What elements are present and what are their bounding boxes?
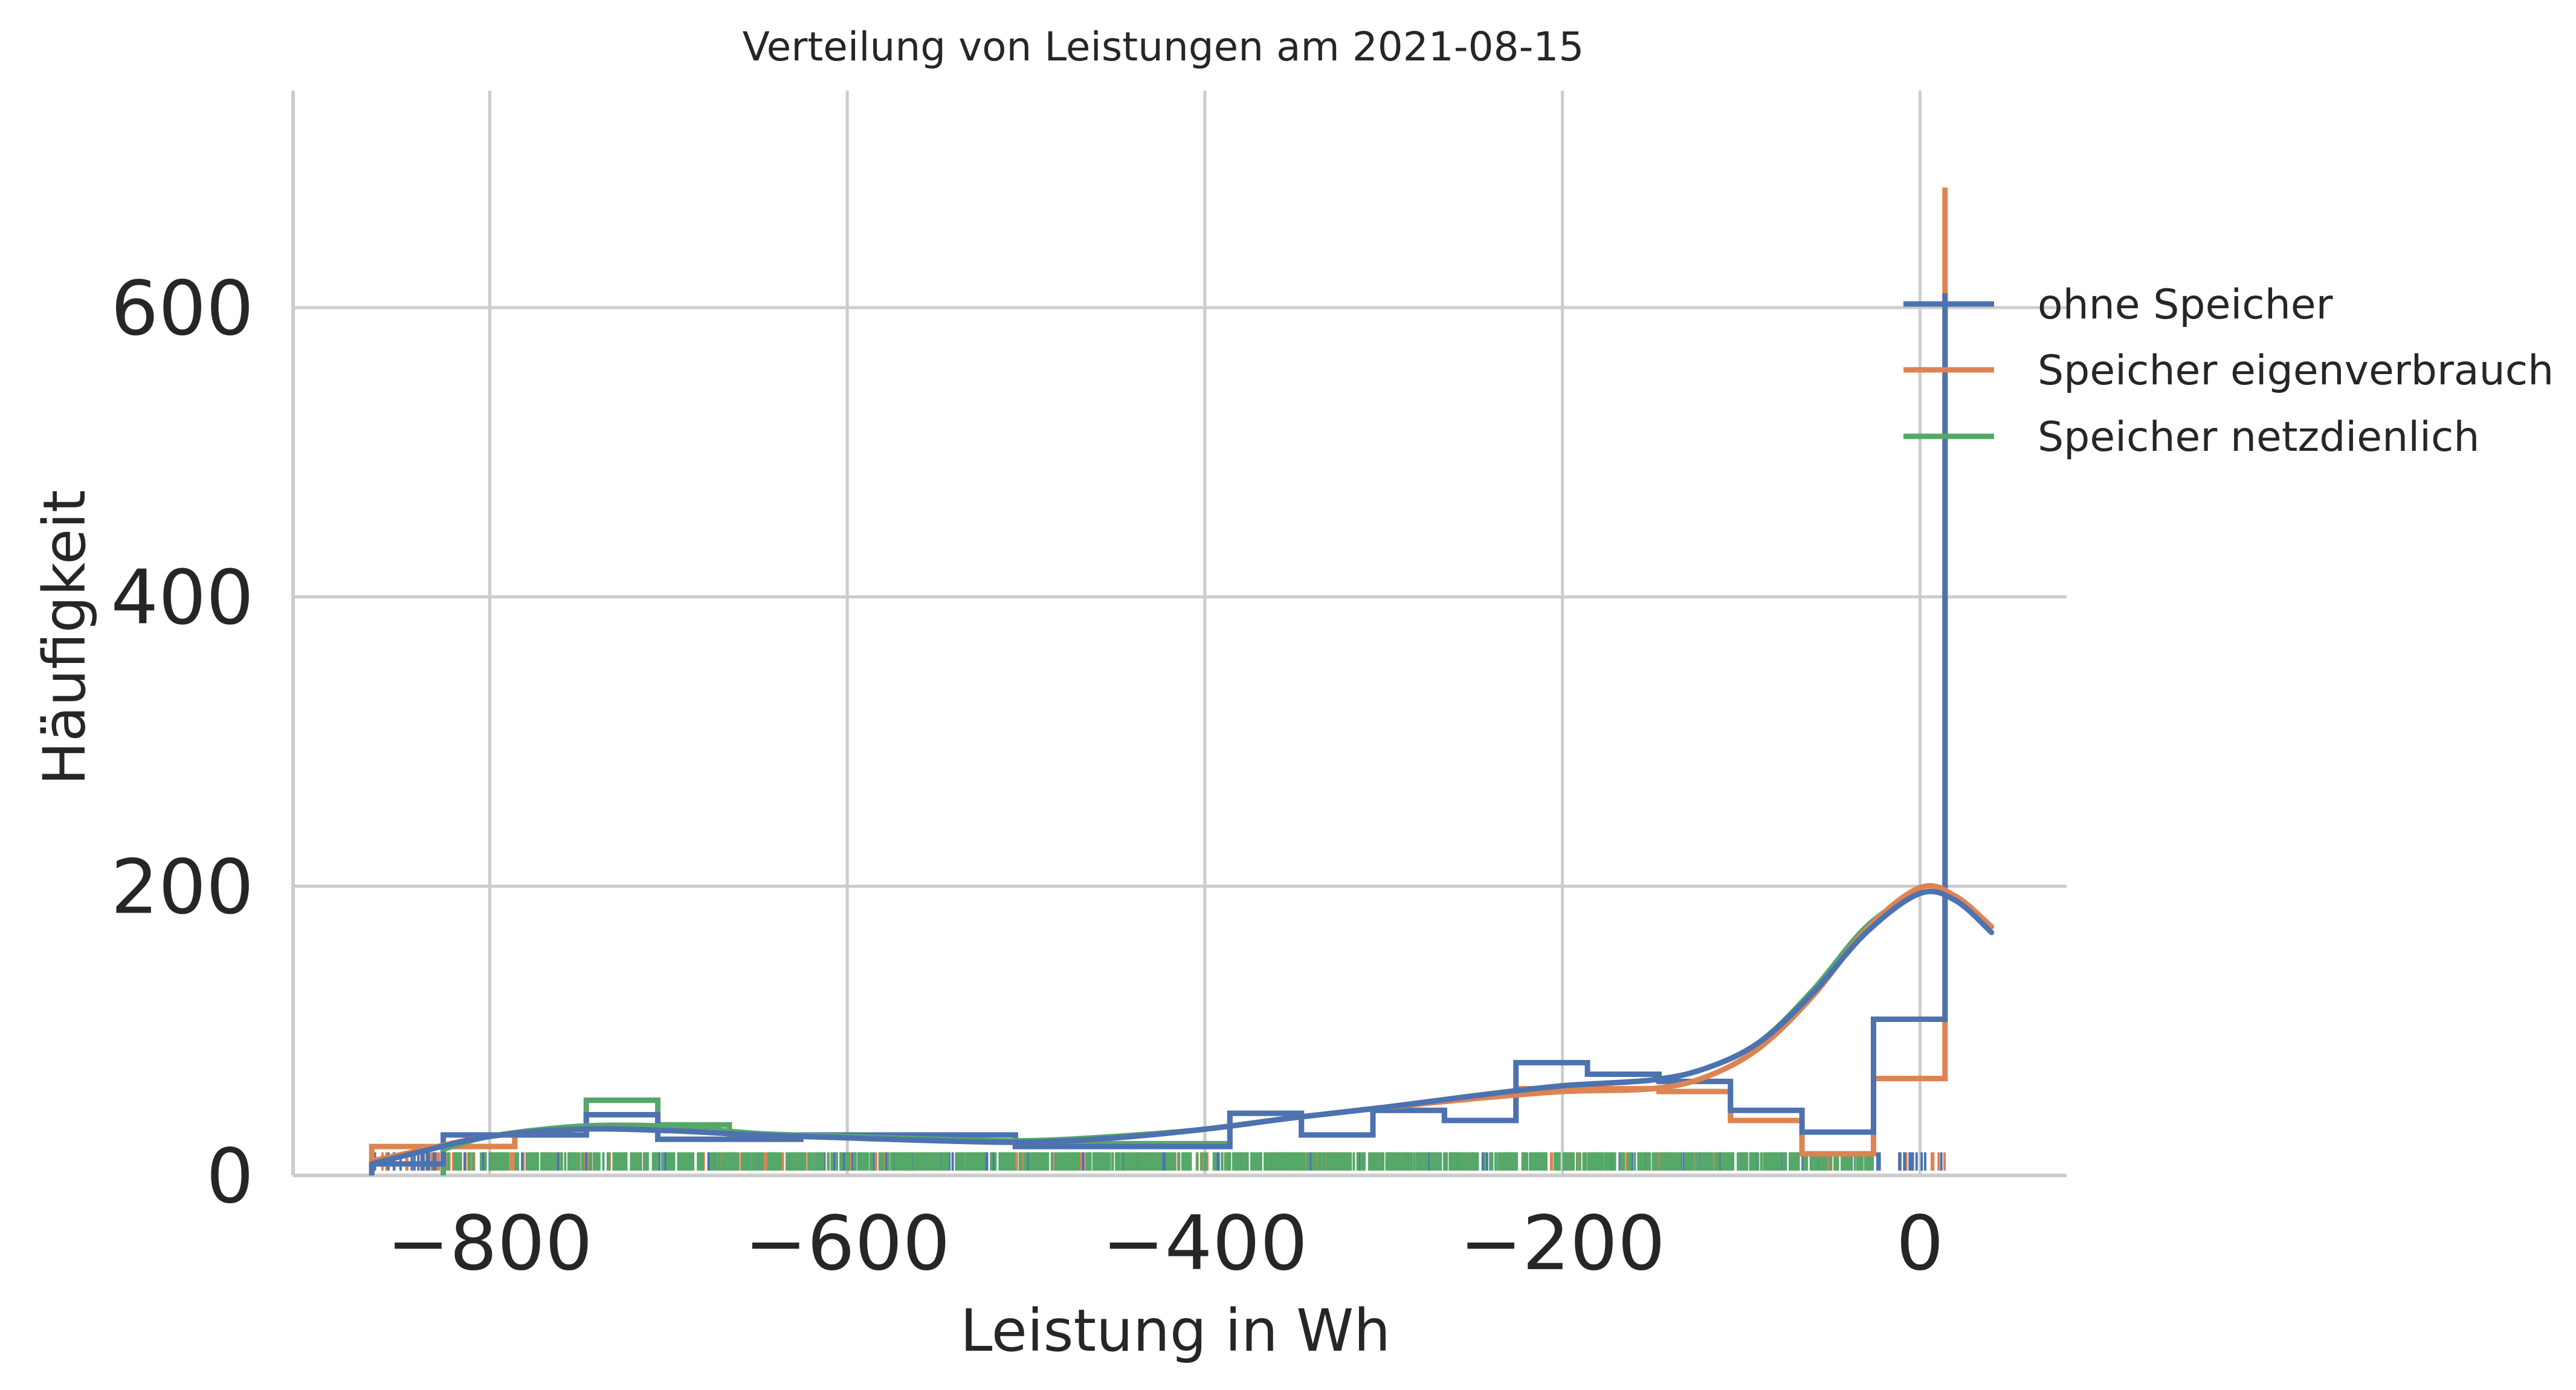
x-tick-label: −200 — [1459, 1200, 1665, 1287]
y-axis-label: Häufigkeit — [31, 490, 98, 786]
x-tick-labels: −800 −600 −400 −200 0 — [387, 1200, 1944, 1287]
legend-label: Speicher netzdienlich — [2038, 413, 2480, 461]
kde-curves — [369, 883, 1995, 1167]
x-axis-label: Leistung in Wh — [960, 1297, 1390, 1365]
y-tick-label: 0 — [206, 1133, 254, 1220]
legend-label: Speicher eigenverbrauch — [2038, 347, 2554, 395]
y-tick-label: 200 — [111, 844, 254, 931]
kde-curve-3 — [441, 886, 1923, 1152]
chart-title: Verteilung von Leistungen am 2021-08-15 — [743, 24, 1584, 70]
axes-spines — [291, 91, 2067, 1177]
x-tick-label: −600 — [744, 1200, 951, 1287]
histograms — [369, 187, 1948, 1175]
histogram-step-1 — [369, 293, 1948, 1175]
histogram-step-2 — [369, 187, 1948, 1175]
y-tick-label: 400 — [111, 555, 254, 642]
y-tick-label: 600 — [111, 265, 254, 352]
legend: ohne Speicher Speicher eigenverbrauch Spei… — [1903, 281, 2554, 461]
y-tick-labels: 0 200 400 600 — [111, 265, 254, 1220]
grid — [293, 91, 2067, 1175]
x-tick-label: 0 — [1896, 1200, 1944, 1287]
rug-marks — [373, 1152, 1946, 1171]
legend-label: ohne Speicher — [2038, 281, 2333, 329]
kde-curve-1 — [369, 888, 1995, 1167]
x-tick-label: −400 — [1102, 1200, 1308, 1287]
x-tick-label: −800 — [387, 1200, 593, 1287]
